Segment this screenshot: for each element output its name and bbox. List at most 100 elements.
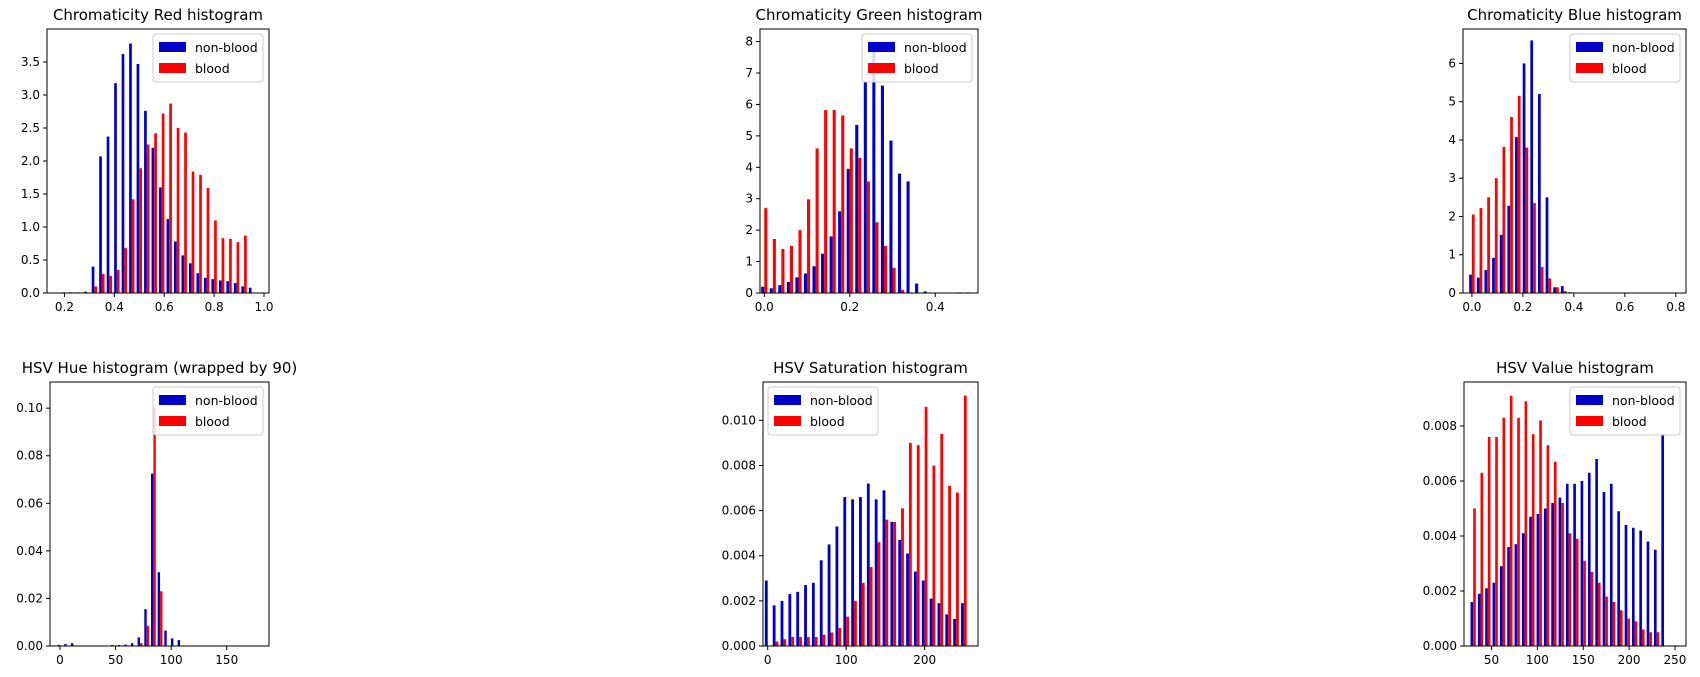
blood-bar bbox=[1480, 472, 1484, 646]
chart-title: Chromaticity Blue histogram bbox=[1467, 6, 1682, 24]
non-blood-bar bbox=[906, 553, 909, 646]
blood-bar bbox=[1509, 395, 1513, 646]
blood-bar bbox=[229, 238, 232, 293]
legend-label-blood: blood bbox=[195, 61, 230, 76]
blood-bar bbox=[176, 128, 180, 293]
x-tick-label: 0.8 bbox=[205, 300, 224, 314]
blood-bar bbox=[822, 634, 826, 646]
y-tick-label: 1 bbox=[1448, 248, 1456, 262]
non-blood-bar bbox=[170, 638, 174, 646]
non-blood-bar bbox=[1560, 286, 1564, 293]
blood-bar bbox=[764, 208, 768, 293]
legend-label-non-blood: non-blood bbox=[195, 393, 258, 408]
axes-frame bbox=[49, 381, 270, 647]
non-blood-bar bbox=[1470, 602, 1474, 646]
blood-bar bbox=[1525, 147, 1529, 293]
non-blood-bar bbox=[872, 49, 876, 294]
blood-bar bbox=[854, 600, 857, 646]
y-tick-label: 0 bbox=[745, 286, 753, 300]
blood-bar bbox=[916, 445, 920, 646]
axes-frame bbox=[759, 28, 979, 294]
x-tick-label: 1.0 bbox=[254, 300, 273, 314]
blood-bar bbox=[1556, 287, 1559, 293]
non-blood-bar bbox=[1580, 481, 1584, 646]
blood-bar bbox=[221, 238, 225, 293]
legend-swatch-blood bbox=[868, 63, 895, 73]
blood-bar bbox=[1568, 533, 1572, 646]
legend-label-non-blood: non-blood bbox=[810, 393, 873, 408]
non-blood-bar bbox=[136, 63, 140, 294]
x-tick-label: 150 bbox=[1572, 653, 1595, 667]
non-blood-bar bbox=[786, 282, 790, 293]
blood-bar bbox=[869, 567, 873, 646]
y-tick-label: 0.004 bbox=[722, 549, 756, 563]
non-blood-bar bbox=[764, 580, 768, 646]
blood-bar bbox=[838, 627, 842, 646]
legend: non-blood blood bbox=[152, 33, 264, 83]
blood-bar bbox=[214, 220, 217, 293]
non-blood-bar bbox=[129, 43, 132, 293]
non-blood-bar bbox=[898, 539, 902, 646]
y-tick-label: 0.002 bbox=[1423, 584, 1457, 598]
blood-bar bbox=[140, 643, 143, 646]
y-tick-label: 5 bbox=[745, 129, 753, 143]
legend-swatch-blood bbox=[159, 416, 186, 426]
x-tick-label: 50 bbox=[1484, 653, 1499, 667]
non-blood-bar bbox=[99, 156, 102, 293]
non-blood-bar bbox=[1514, 544, 1518, 646]
non-blood-bar bbox=[1661, 434, 1664, 646]
blood-bar bbox=[1575, 538, 1579, 646]
blood-bar bbox=[1495, 437, 1498, 646]
blood-bar bbox=[1540, 266, 1544, 293]
legend: non-blood blood bbox=[861, 33, 973, 83]
x-tick-label: 0.2 bbox=[55, 300, 74, 314]
blood-bar bbox=[161, 113, 165, 293]
legend-swatch-non-blood bbox=[1576, 395, 1603, 405]
blood-bar bbox=[109, 275, 113, 293]
non-blood-bar bbox=[846, 168, 850, 293]
non-blood-bar bbox=[897, 173, 902, 293]
non-blood-bar bbox=[804, 585, 807, 646]
non-blood-bar bbox=[882, 490, 886, 646]
blood-bar bbox=[131, 199, 135, 293]
chart-title: HSV Value histogram bbox=[1496, 359, 1654, 377]
non-blood-bar bbox=[961, 603, 964, 646]
y-tick-label: 8 bbox=[745, 35, 753, 49]
blood-bar bbox=[94, 286, 98, 293]
non-blood-bar bbox=[1537, 94, 1541, 293]
non-blood-bar bbox=[130, 643, 134, 646]
non-blood-bar bbox=[151, 147, 155, 293]
x-tick-label: 0.0 bbox=[1462, 300, 1481, 314]
non-blood-bar bbox=[929, 598, 933, 646]
blood-bar bbox=[775, 641, 779, 646]
legend-label-non-blood: non-blood bbox=[1612, 40, 1675, 55]
non-blood-bar bbox=[880, 85, 884, 293]
blood-bar bbox=[1517, 95, 1521, 294]
y-tick-label: 0.02 bbox=[16, 591, 43, 605]
x-tick-label: 50 bbox=[108, 653, 123, 667]
chart-panel-2: Chromaticity Green histogram 0.0 0.2 0.4 0 1 2… bbox=[745, 6, 982, 314]
non-blood-bar bbox=[1521, 533, 1525, 646]
non-blood-bar bbox=[137, 637, 141, 646]
y-tick-label: 0 bbox=[1448, 286, 1456, 300]
non-blood-bar bbox=[1484, 270, 1488, 293]
y-tick-label: 0.000 bbox=[1423, 639, 1457, 653]
non-blood-bar bbox=[164, 630, 167, 646]
blood-bar bbox=[1619, 610, 1623, 646]
y-tick-label: 0.000 bbox=[722, 639, 756, 653]
non-blood-bar bbox=[121, 54, 125, 293]
y-tick-label: 4 bbox=[745, 160, 753, 174]
y-tick-label: 1.0 bbox=[21, 220, 40, 234]
x-tick-label: 100 bbox=[1526, 653, 1549, 667]
non-blood-bar bbox=[1654, 549, 1657, 646]
non-blood-bar bbox=[1646, 541, 1650, 646]
blood-bar bbox=[824, 110, 828, 293]
non-blood-bar bbox=[855, 124, 859, 293]
y-tick-label: 1.5 bbox=[21, 187, 40, 201]
blood-bar bbox=[206, 188, 210, 293]
legend: non-blood blood bbox=[767, 386, 879, 436]
blood-bar bbox=[861, 582, 865, 646]
non-blood-bar bbox=[835, 526, 839, 646]
non-blood-bar bbox=[874, 499, 878, 646]
